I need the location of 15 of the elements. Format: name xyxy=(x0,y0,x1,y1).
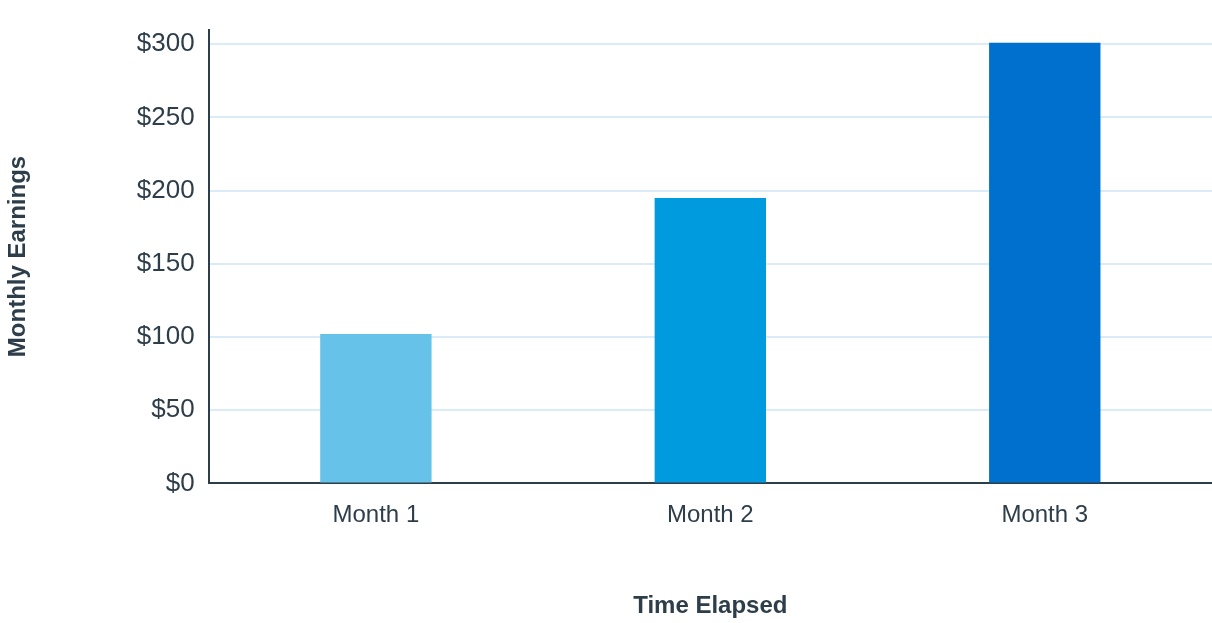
y-tick-label: $200 xyxy=(136,173,195,204)
x-tick-label: Month 2 xyxy=(666,500,754,528)
y-tick-label: $50 xyxy=(151,393,195,424)
y-tick-label: $250 xyxy=(136,100,195,131)
bar xyxy=(989,42,1101,483)
bar xyxy=(654,197,767,483)
x-tick-label: Month 3 xyxy=(1001,500,1089,528)
y-tick-label: $0 xyxy=(165,466,195,497)
y-tick-label: $100 xyxy=(136,320,195,351)
bar xyxy=(320,334,432,483)
y-tick-label: $300 xyxy=(136,27,195,58)
x-tick-label: Month 1 xyxy=(332,500,420,528)
y-axis-title: Monthly Earnings xyxy=(3,155,31,358)
y-tick-label: $150 xyxy=(136,246,195,277)
x-axis-title: Time Elapsed xyxy=(633,591,788,619)
